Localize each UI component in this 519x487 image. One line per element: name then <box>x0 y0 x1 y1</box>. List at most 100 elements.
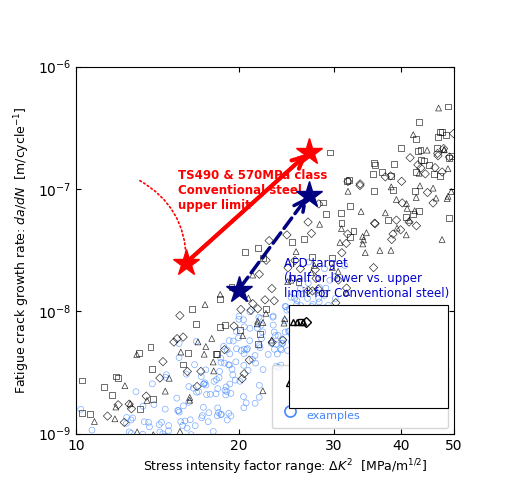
Point <box>191 422 199 430</box>
Point <box>193 388 201 396</box>
Point <box>388 236 396 244</box>
Point <box>240 361 248 369</box>
Point <box>322 210 331 218</box>
Point <box>102 468 111 476</box>
Point <box>316 221 324 228</box>
Point <box>149 431 157 439</box>
Point <box>186 416 195 424</box>
Point <box>157 418 166 426</box>
Point <box>222 383 230 391</box>
Text: AFD target
(half or lower vs. upper
limit for Conventional steel): AFD target (half or lower vs. upper limi… <box>284 258 449 300</box>
Point <box>83 456 91 464</box>
Point <box>387 183 395 191</box>
Point <box>253 320 262 328</box>
Point <box>268 338 276 346</box>
Point <box>274 332 282 339</box>
Point <box>201 300 209 308</box>
Point <box>183 424 191 432</box>
Point <box>182 370 190 378</box>
Point <box>221 387 229 394</box>
Point <box>129 414 137 422</box>
Point <box>186 393 194 401</box>
Point <box>213 404 222 412</box>
Point <box>306 323 315 331</box>
Point <box>127 457 135 465</box>
Point <box>162 371 171 378</box>
Point <box>307 269 316 277</box>
Point <box>319 323 327 331</box>
Point <box>334 267 343 275</box>
Point <box>267 339 276 347</box>
Point <box>423 146 431 154</box>
Point <box>239 393 248 401</box>
Point <box>277 345 285 353</box>
Point <box>405 216 414 224</box>
Point <box>369 170 377 178</box>
Point <box>102 464 110 471</box>
Point <box>255 314 263 321</box>
Point <box>112 436 120 444</box>
Point <box>269 312 277 320</box>
Point <box>440 146 448 153</box>
Point <box>145 423 154 431</box>
Point <box>323 312 331 319</box>
Point <box>343 177 351 185</box>
Point <box>240 370 248 377</box>
Point <box>187 431 195 438</box>
Point <box>302 327 310 335</box>
Point <box>228 365 236 373</box>
Point <box>128 454 136 462</box>
Point <box>284 264 292 272</box>
Point <box>202 381 210 389</box>
Point <box>314 285 322 293</box>
Point <box>159 430 167 438</box>
Point <box>245 356 253 364</box>
Point <box>214 409 223 416</box>
Point <box>392 196 401 204</box>
Point <box>384 216 392 224</box>
Point <box>320 265 329 273</box>
Point <box>283 278 292 285</box>
Point <box>285 327 294 335</box>
Point <box>77 405 85 413</box>
Point <box>319 199 327 206</box>
Point <box>235 316 243 323</box>
Point <box>322 336 331 344</box>
Point <box>179 333 187 341</box>
Point <box>194 338 202 346</box>
Point <box>288 239 296 246</box>
Point <box>249 300 257 307</box>
Point <box>359 233 367 241</box>
Y-axis label: Fatigue crack growth rate: $da/dN$  [m/cycle$^{-1}$]: Fatigue crack growth rate: $da/dN$ [m/cy… <box>12 106 32 394</box>
Point <box>199 403 208 411</box>
Point <box>209 428 217 435</box>
Point <box>83 473 91 481</box>
Point <box>215 374 223 381</box>
Point <box>242 399 250 407</box>
Point <box>308 302 316 310</box>
Point <box>127 430 135 437</box>
Point <box>103 412 112 420</box>
Point <box>148 395 157 403</box>
Point <box>444 192 452 200</box>
Point <box>447 187 455 195</box>
Point <box>240 345 249 353</box>
Point <box>270 345 279 353</box>
Point <box>361 249 370 257</box>
Point <box>436 171 444 179</box>
Point <box>235 334 243 342</box>
Point <box>132 433 141 441</box>
Point <box>405 218 413 226</box>
Point <box>161 447 169 455</box>
Point <box>319 315 327 323</box>
Point <box>173 335 181 342</box>
Point <box>179 402 187 410</box>
Point <box>75 441 84 449</box>
Point <box>297 307 306 315</box>
Point <box>389 186 398 194</box>
Point <box>246 324 254 332</box>
Point <box>124 448 132 456</box>
Point <box>309 336 317 343</box>
Point <box>283 306 291 314</box>
Point <box>290 290 298 298</box>
